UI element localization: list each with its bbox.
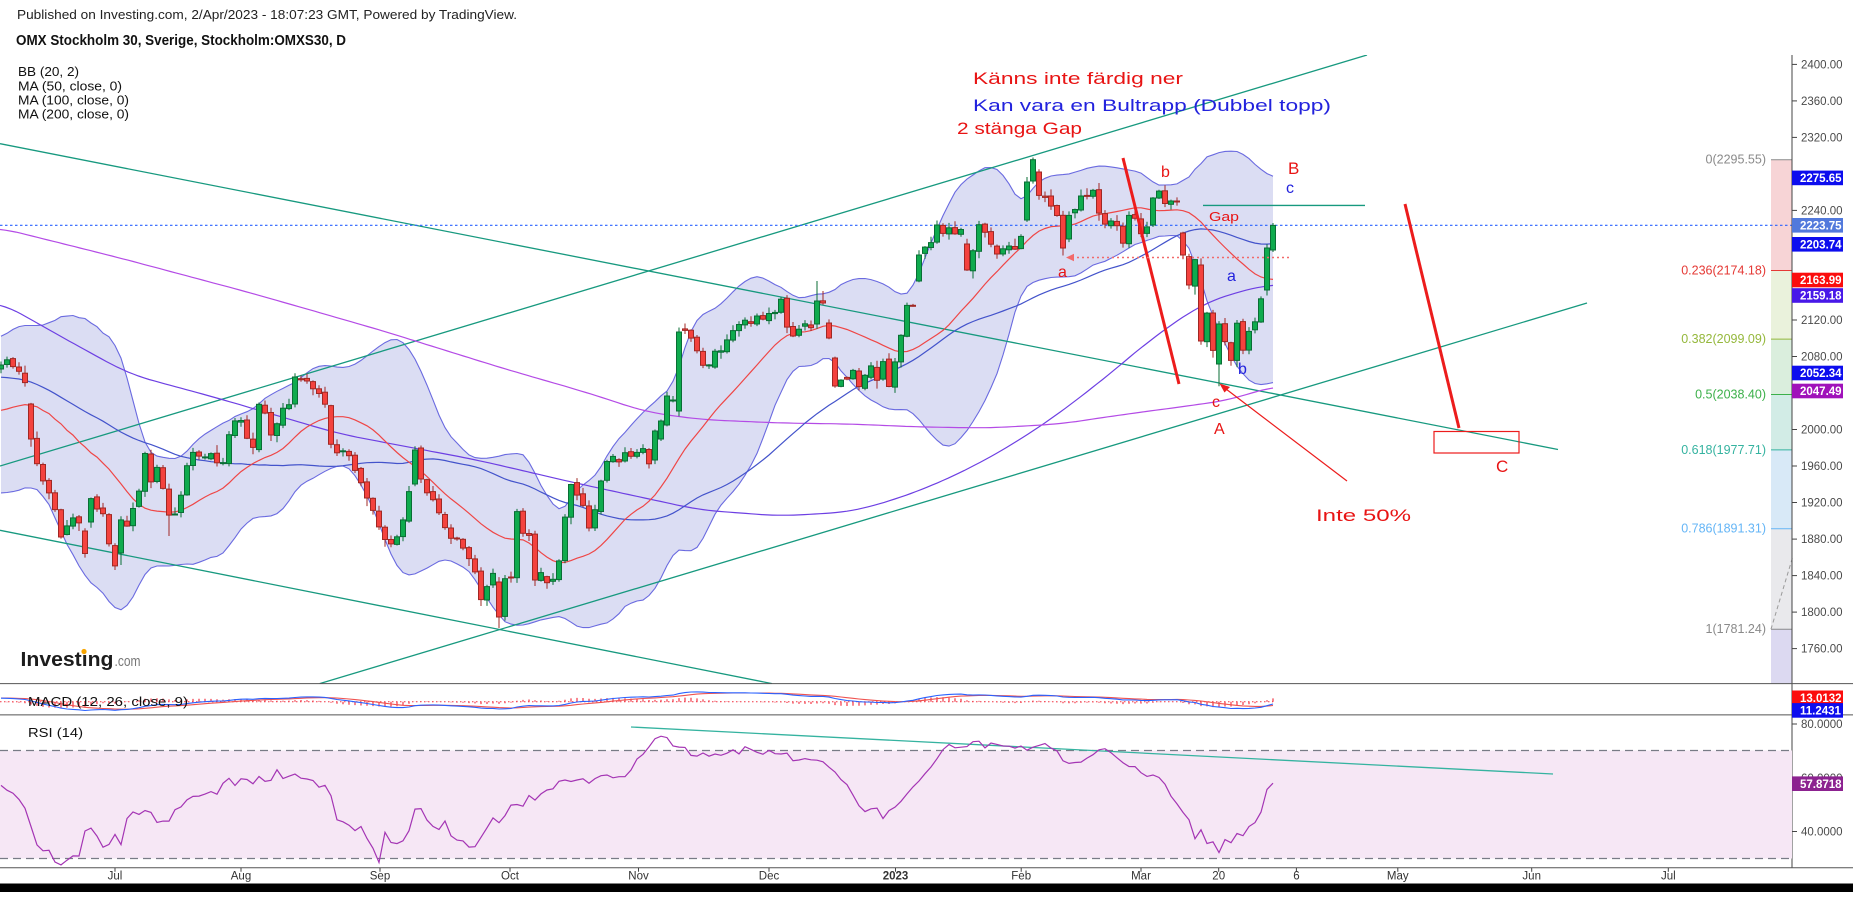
svg-text:2000.00: 2000.00 [1801, 425, 1843, 437]
svg-text:2163.99: 2163.99 [1800, 275, 1842, 287]
svg-text:Jul: Jul [1661, 871, 1676, 883]
svg-text:20: 20 [1212, 871, 1225, 883]
svg-text:b: b [1238, 361, 1247, 378]
svg-text:1(1781.24): 1(1781.24) [1706, 622, 1766, 636]
svg-text:C: C [1496, 457, 1508, 476]
svg-text:BB (20, 2): BB (20, 2) [18, 65, 79, 79]
svg-text:1880.00: 1880.00 [1801, 534, 1843, 546]
svg-text:Oct: Oct [501, 871, 520, 883]
svg-text:2120.00: 2120.00 [1801, 315, 1843, 327]
svg-text:1840.00: 1840.00 [1801, 571, 1843, 583]
svg-text:80.0000: 80.0000 [1801, 719, 1843, 731]
svg-text:2360.00: 2360.00 [1801, 96, 1843, 108]
svg-text:2023: 2023 [883, 871, 909, 883]
svg-text:13.0132: 13.0132 [1800, 693, 1842, 705]
svg-text:1920.00: 1920.00 [1801, 498, 1843, 510]
svg-text:MA (100, close, 0): MA (100, close, 0) [18, 94, 129, 108]
svg-text:Mar: Mar [1131, 871, 1151, 883]
svg-text:B: B [1288, 159, 1299, 178]
svg-text:OMX Stockholm 30, Sverige, Sto: OMX Stockholm 30, Sverige, Stockholm:OMX… [16, 33, 346, 49]
svg-text:2052.34: 2052.34 [1800, 368, 1842, 380]
svg-text:2240.00: 2240.00 [1801, 205, 1843, 217]
svg-text:MA (200, close, 0): MA (200, close, 0) [18, 108, 129, 122]
svg-text:0.5(2038.40): 0.5(2038.40) [1695, 388, 1766, 402]
svg-text:2320.00: 2320.00 [1801, 132, 1843, 144]
svg-text:57.8718: 57.8718 [1800, 779, 1842, 791]
svg-text:a: a [1227, 268, 1236, 285]
svg-text:0.236(2174.18): 0.236(2174.18) [1681, 264, 1766, 278]
svg-text:Gap: Gap [1209, 209, 1239, 224]
svg-text:1800.00: 1800.00 [1801, 607, 1843, 619]
svg-text:Jun: Jun [1522, 871, 1541, 883]
svg-text:c: c [1286, 180, 1294, 197]
svg-text:2400.00: 2400.00 [1801, 59, 1843, 71]
svg-text:2203.74: 2203.74 [1800, 240, 1842, 252]
svg-text:2 stänga Gap: 2 stänga Gap [957, 119, 1082, 138]
svg-text:b: b [1161, 164, 1170, 181]
svg-text:MACD (12, 26, close, 9): MACD (12, 26, close, 9) [28, 694, 188, 709]
svg-text:Aug: Aug [231, 871, 251, 883]
svg-text:Känns inte färdig ner: Känns inte färdig ner [973, 69, 1183, 88]
svg-text:Dec: Dec [759, 871, 780, 883]
svg-text:Feb: Feb [1011, 871, 1031, 883]
svg-text:0.618(1977.71): 0.618(1977.71) [1681, 443, 1766, 457]
svg-text:2047.49: 2047.49 [1800, 386, 1842, 398]
svg-text:Nov: Nov [628, 871, 649, 883]
svg-text:Jul: Jul [108, 871, 123, 883]
svg-text:1760.00: 1760.00 [1801, 644, 1843, 656]
svg-text:Investing: Investing [21, 649, 114, 671]
svg-text:0.382(2099.09): 0.382(2099.09) [1681, 332, 1766, 346]
svg-text:c: c [1212, 394, 1220, 411]
svg-text:May: May [1387, 871, 1409, 883]
svg-text:0(2295.55): 0(2295.55) [1706, 153, 1766, 167]
svg-text:40.0000: 40.0000 [1801, 827, 1843, 839]
svg-text:11.2431: 11.2431 [1800, 706, 1842, 718]
svg-text:2275.65: 2275.65 [1800, 173, 1842, 185]
svg-text:Published on Investing.com, 2/: Published on Investing.com, 2/Apr/2023 -… [17, 7, 517, 22]
svg-text:Inte 50%: Inte 50% [1316, 506, 1411, 525]
svg-text:Sep: Sep [370, 871, 390, 883]
svg-text:A: A [1214, 421, 1225, 438]
svg-text:a: a [1058, 264, 1067, 281]
svg-text:2223.75: 2223.75 [1800, 221, 1842, 233]
svg-text:0.786(1891.31): 0.786(1891.31) [1681, 522, 1766, 536]
svg-text:.com: .com [115, 653, 141, 670]
svg-text:MA (50, close, 0): MA (50, close, 0) [18, 80, 122, 94]
svg-text:6: 6 [1293, 871, 1299, 883]
svg-text:2159.18: 2159.18 [1800, 291, 1842, 303]
svg-text:RSI (14): RSI (14) [28, 725, 83, 740]
svg-text:Kan vara en Bultrapp (Dubbel t: Kan vara en Bultrapp (Dubbel topp) [973, 96, 1331, 115]
svg-text:2080.00: 2080.00 [1801, 352, 1843, 364]
svg-text:1960.00: 1960.00 [1801, 461, 1843, 473]
